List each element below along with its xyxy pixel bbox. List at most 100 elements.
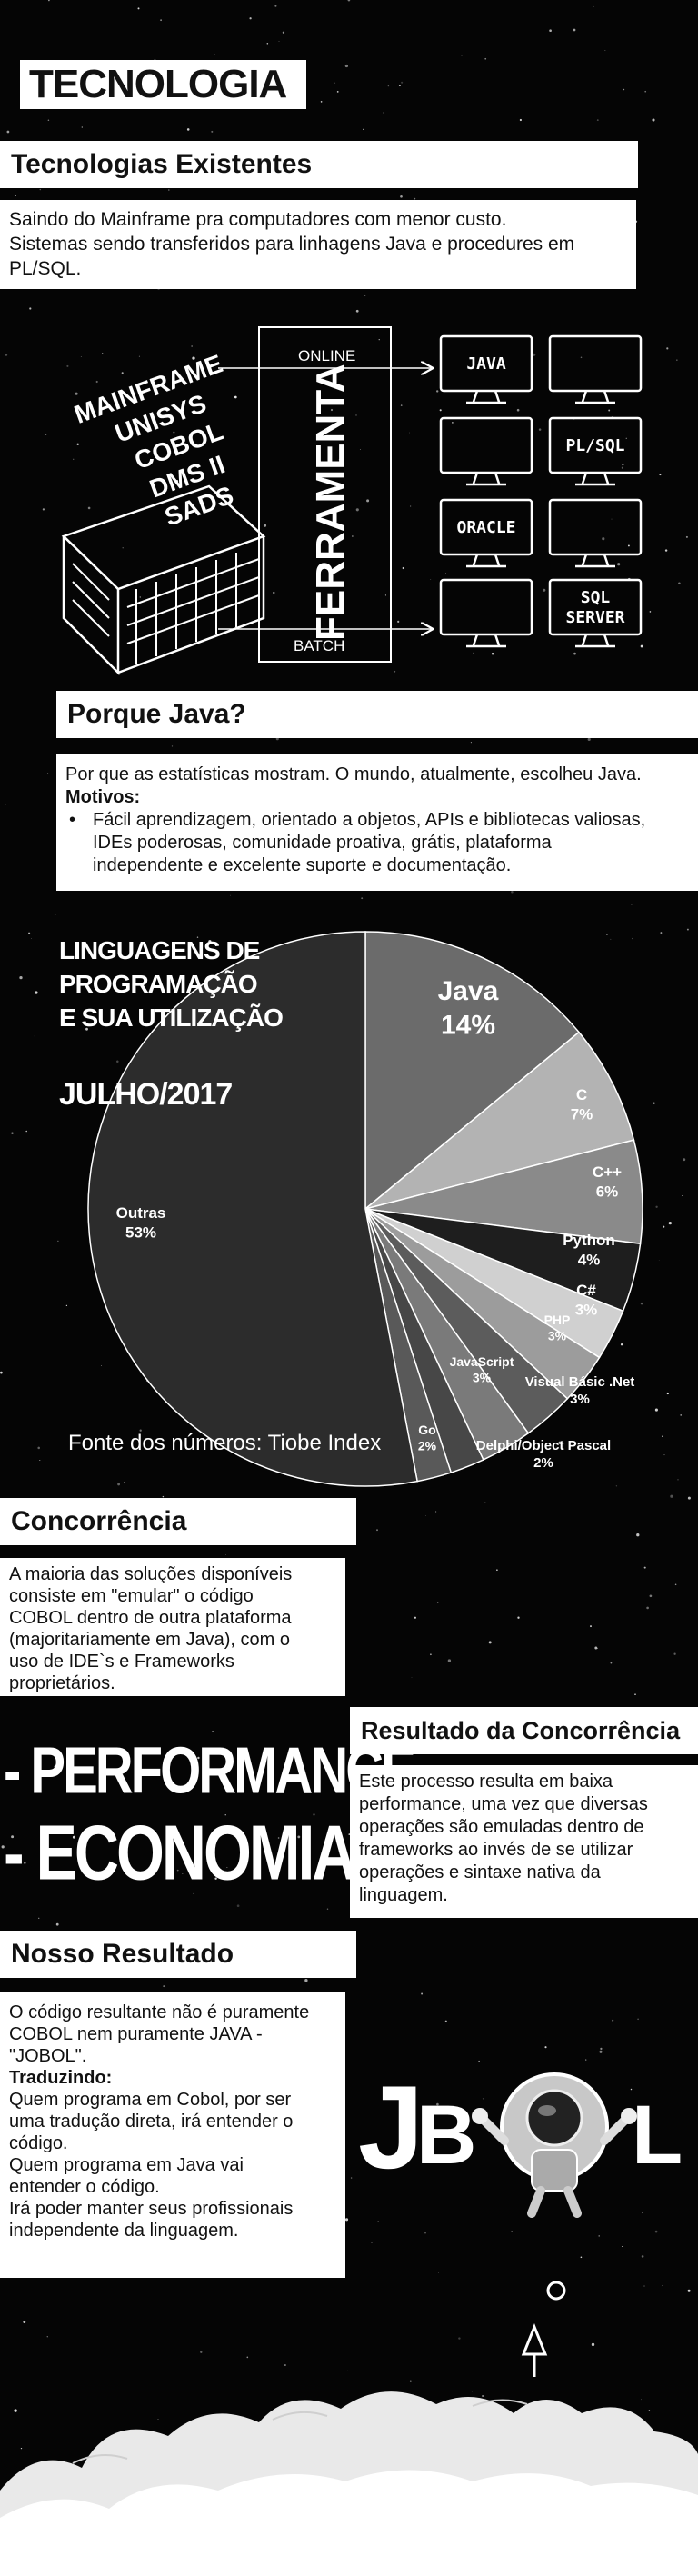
star (456, 2111, 460, 2114)
star (230, 894, 232, 896)
competition-result-line: frameworks ao invés de se utilizar (359, 1840, 633, 1860)
star (122, 547, 124, 549)
star (654, 1408, 658, 1412)
existing-line: Sistemas sendo transferidos para linhage… (9, 234, 575, 255)
star (649, 1594, 653, 1598)
star (121, 372, 124, 374)
star (587, 737, 591, 741)
star (76, 443, 79, 445)
competition-result-line: Este processo resulta em baixa (359, 1772, 613, 1792)
slice-value-label: 3% (575, 1301, 598, 1318)
star (47, 119, 50, 122)
existing-line: PL/SQL. (9, 258, 82, 279)
star (48, 0, 50, 2)
star (249, 17, 252, 20)
star (482, 2097, 484, 2100)
star (676, 359, 678, 361)
star (73, 458, 75, 460)
star (171, 745, 174, 747)
star (543, 588, 546, 592)
star (640, 1302, 643, 1305)
star (214, 54, 215, 55)
star (444, 2020, 447, 2022)
our-result-line: COBOL nem puramente JAVA - (9, 2024, 263, 2044)
slice-label: C++ (593, 1163, 622, 1181)
monitor-label: JAVA (466, 354, 506, 374)
star (19, 975, 23, 980)
competition-line: A maioria das soluções disponíveis (9, 1564, 293, 1584)
star (610, 1662, 613, 1664)
star (659, 474, 662, 476)
star (632, 937, 633, 940)
bullet-dot: • (69, 810, 76, 830)
chart-title-line: LINGUAGENS DE (59, 936, 260, 964)
star (38, 1917, 40, 1919)
batch-label: BATCH (294, 637, 344, 654)
star (594, 1646, 598, 1650)
star (436, 2102, 439, 2106)
star (77, 1086, 81, 1090)
star (602, 537, 605, 541)
star (687, 2289, 691, 2292)
star (686, 928, 689, 931)
rocket-icon (521, 2322, 548, 2377)
star (435, 1511, 437, 1513)
star (160, 19, 162, 22)
star (620, 1343, 623, 1346)
star (30, 937, 33, 940)
star (644, 90, 647, 93)
star (162, 1495, 165, 1498)
star (409, 505, 412, 507)
star (225, 1554, 226, 1556)
star (666, 1392, 669, 1395)
star (401, 81, 404, 84)
translating-line: Quem programa em Cobol, por ser (9, 2090, 292, 2110)
star (0, 1371, 3, 1374)
translating-line: código. (9, 2133, 68, 2153)
star (533, 353, 536, 356)
star (643, 1566, 646, 1569)
star (439, 409, 442, 412)
star (366, 499, 370, 503)
star (273, 591, 275, 594)
star (610, 938, 612, 940)
motive-bullet: • Fácil aprendizagem, orientado a objeto… (65, 809, 689, 877)
why-java-intro: Por que as estatísticas mostram. O mundo… (65, 764, 642, 784)
star (87, 506, 91, 510)
star (39, 188, 41, 191)
star (212, 1731, 214, 1732)
star (549, 29, 552, 33)
competition-result-line: operações e sintaxe nativa da (359, 1862, 601, 1882)
star (338, 458, 341, 461)
star (670, 1494, 673, 1498)
page-title: TECNOLOGIA (20, 60, 307, 109)
star (409, 2380, 412, 2382)
pie-labels: Java 14% C 7% C++ 6% Python 4% C# 3% PHP 3% Visual B… (116, 976, 635, 1471)
star (266, 43, 269, 45)
star (641, 2255, 644, 2258)
star (282, 31, 285, 34)
slice-label: JavaScript (450, 1354, 514, 1369)
star (320, 101, 323, 103)
star (71, 1790, 74, 1792)
star (157, 2419, 159, 2420)
section-heading-why-java: Porque Java? (56, 691, 698, 738)
star (355, 414, 357, 416)
star (344, 2218, 349, 2222)
star (663, 1225, 665, 1228)
star (430, 1653, 432, 1656)
star (23, 1862, 26, 1864)
star (361, 897, 364, 900)
slice-label: Outras (116, 1204, 166, 1222)
star (377, 2221, 380, 2222)
star (348, 1833, 351, 1836)
star (436, 390, 439, 393)
star (604, 50, 606, 51)
star (313, 1813, 315, 1816)
star (640, 644, 643, 648)
star (192, 356, 195, 360)
star (648, 2410, 651, 2411)
star (344, 64, 349, 68)
pie-slice (364, 1031, 635, 1210)
